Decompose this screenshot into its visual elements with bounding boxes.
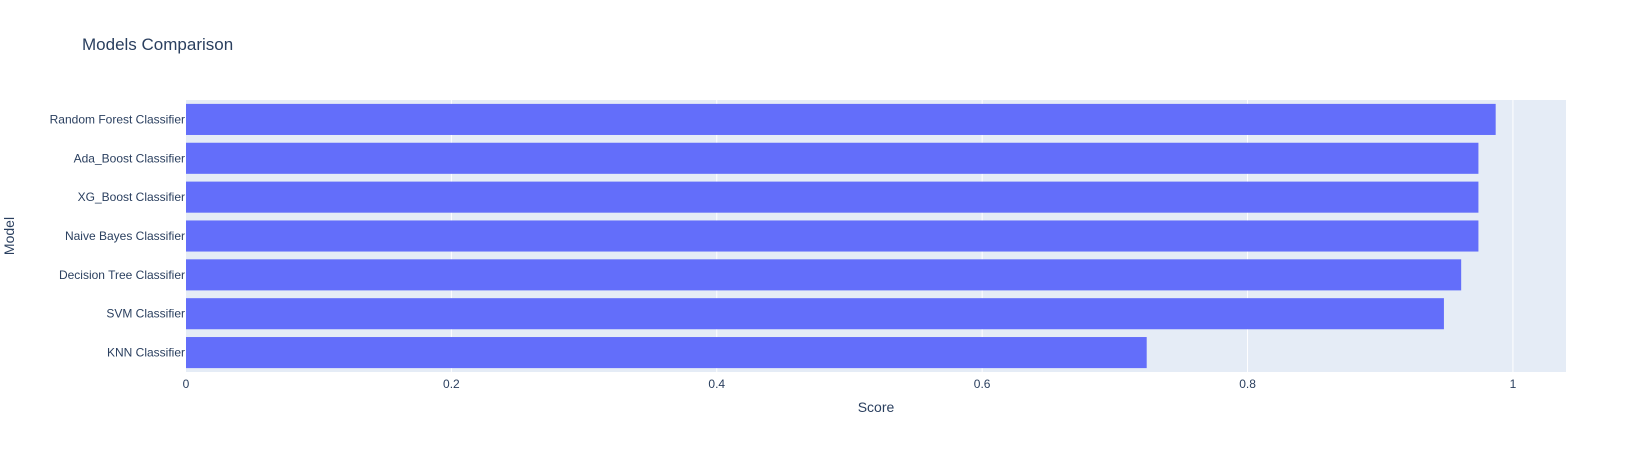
y-tick-label: XG_Boost Classifier — [78, 190, 185, 204]
y-axis-title: Model — [1, 217, 17, 255]
y-tick-label: SVM Classifier — [106, 307, 185, 321]
x-tick-label: 0.8 — [1239, 377, 1256, 391]
x-tick-label: 0.2 — [443, 377, 460, 391]
bar[interactable] — [186, 181, 1479, 213]
bars — [186, 103, 1496, 369]
y-tick-label: Decision Tree Classifier — [59, 268, 185, 282]
bar[interactable] — [186, 103, 1496, 135]
x-tick-labels: 0 0.2 0.4 0.6 0.8 1 — [183, 377, 1517, 391]
x-tick-label: 1 — [1510, 377, 1517, 391]
bar[interactable] — [186, 337, 1147, 369]
y-tick-label: Random Forest Classifier — [50, 112, 185, 126]
bar[interactable] — [186, 298, 1444, 330]
y-tick-label: Naive Bayes Classifier — [65, 229, 185, 243]
bar[interactable] — [186, 259, 1462, 291]
y-tick-labels: Random Forest Classifier Ada_Boost Classi… — [50, 112, 185, 359]
y-tick-label: Ada_Boost Classifier — [74, 151, 185, 165]
bar[interactable] — [186, 220, 1479, 252]
chart-title: Models Comparison — [82, 35, 233, 54]
x-tick-label: 0.4 — [708, 377, 725, 391]
x-tick-label: 0 — [183, 377, 190, 391]
x-axis-title: Score — [858, 399, 895, 415]
x-tick-label: 0.6 — [974, 377, 991, 391]
bar[interactable] — [186, 142, 1479, 174]
y-tick-label: KNN Classifier — [107, 346, 185, 360]
